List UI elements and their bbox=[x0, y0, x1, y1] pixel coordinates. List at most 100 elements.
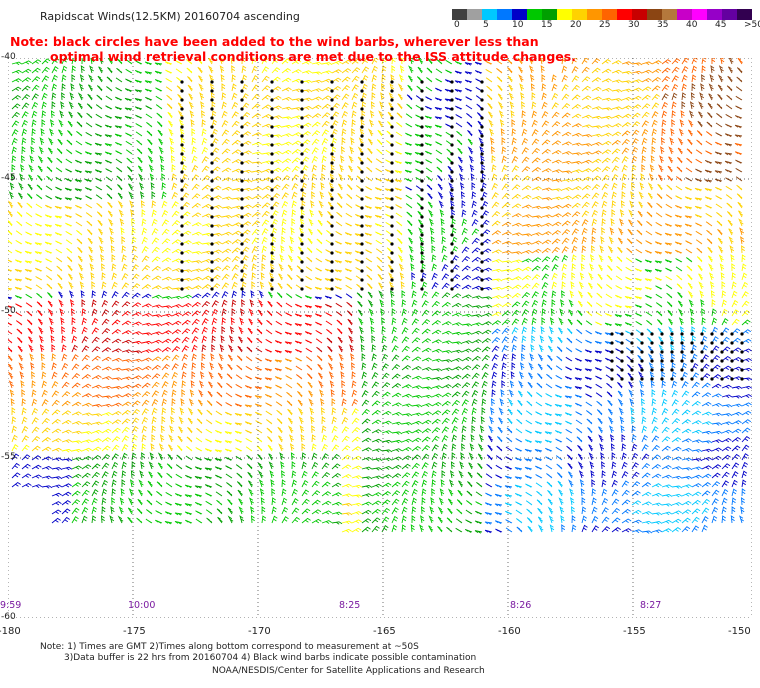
wind-barb bbox=[266, 419, 273, 425]
wind-barb bbox=[331, 146, 337, 155]
wind-barb bbox=[271, 201, 280, 209]
wind-barb bbox=[321, 78, 332, 83]
wind-barb bbox=[401, 299, 407, 308]
wind-barb bbox=[321, 137, 329, 146]
wind-barb bbox=[701, 354, 709, 362]
wind-barb bbox=[121, 418, 131, 425]
wind-barb bbox=[441, 263, 449, 272]
contamination-dot bbox=[300, 215, 304, 219]
wind-barb bbox=[476, 472, 483, 479]
contamination-dot bbox=[240, 179, 244, 183]
wind-barb bbox=[315, 330, 323, 335]
wind-barb bbox=[531, 119, 538, 128]
wind-barb bbox=[508, 389, 514, 398]
wind-barb bbox=[505, 519, 513, 524]
wind-barb bbox=[117, 515, 124, 524]
wind-barb bbox=[368, 308, 374, 317]
wind-barb bbox=[161, 238, 171, 245]
wind-barb bbox=[141, 382, 151, 389]
wind-barb bbox=[51, 418, 61, 425]
wind-barb bbox=[195, 510, 203, 515]
contamination-dot bbox=[640, 332, 644, 336]
wind-barb bbox=[327, 346, 333, 353]
wind-barb bbox=[195, 447, 203, 452]
wind-barb bbox=[281, 116, 293, 120]
wind-barb bbox=[376, 148, 383, 155]
wind-barb bbox=[580, 263, 585, 272]
wind-barb bbox=[627, 228, 633, 236]
wind-barb bbox=[588, 452, 594, 461]
wind-barb bbox=[687, 138, 693, 146]
wind-barb bbox=[456, 130, 463, 137]
wind-barb bbox=[477, 463, 483, 470]
contamination-dot bbox=[360, 179, 364, 183]
contamination-dot bbox=[270, 161, 274, 165]
wind-barb bbox=[414, 160, 423, 164]
wind-barb bbox=[231, 290, 238, 299]
wind-barb bbox=[254, 386, 263, 390]
wind-barb bbox=[76, 230, 83, 236]
wind-barb bbox=[154, 62, 163, 66]
wind-barb bbox=[461, 218, 468, 227]
wind-barb bbox=[301, 165, 309, 173]
wind-barb bbox=[720, 272, 725, 281]
wind-barb bbox=[540, 65, 545, 74]
wind-barb bbox=[371, 492, 382, 497]
wind-barb bbox=[391, 317, 397, 326]
wind-barb bbox=[481, 219, 490, 227]
wind-barb bbox=[665, 203, 673, 209]
wind-barb bbox=[231, 120, 240, 128]
wind-barb bbox=[71, 335, 78, 344]
contamination-dot bbox=[180, 161, 184, 165]
wind-barb bbox=[511, 292, 521, 299]
wind-barb bbox=[708, 93, 714, 101]
wind-barb bbox=[671, 518, 682, 524]
wind-barb bbox=[207, 65, 214, 74]
wind-barb bbox=[151, 246, 160, 254]
wind-barb bbox=[231, 74, 236, 83]
wind-barb bbox=[418, 58, 424, 65]
wind-barb bbox=[705, 221, 713, 227]
wind-barb bbox=[91, 404, 103, 408]
wind-barb bbox=[661, 455, 672, 461]
wind-barb bbox=[728, 236, 734, 245]
wind-barb bbox=[205, 500, 213, 506]
wind-barb bbox=[551, 74, 557, 83]
wind-barb bbox=[31, 417, 39, 425]
wind-barb bbox=[669, 335, 675, 344]
wind-barb bbox=[401, 438, 412, 443]
wind-barb bbox=[241, 83, 248, 92]
wind-barb bbox=[530, 344, 535, 353]
wind-barb bbox=[641, 407, 646, 416]
wind-barb bbox=[639, 380, 644, 389]
wind-barb bbox=[330, 389, 335, 398]
wind-barb bbox=[211, 249, 222, 254]
wind-barb bbox=[416, 76, 423, 83]
wind-barb bbox=[147, 147, 153, 155]
contamination-dot bbox=[210, 215, 214, 219]
wind-barb bbox=[555, 446, 563, 452]
wind-barb bbox=[434, 107, 443, 111]
wind-barb bbox=[708, 263, 714, 272]
wind-barb bbox=[561, 220, 571, 227]
wind-barb bbox=[375, 177, 383, 182]
contamination-dot bbox=[610, 359, 614, 363]
wind-barb bbox=[391, 490, 401, 497]
wind-barb bbox=[174, 502, 183, 507]
wind-barb bbox=[569, 488, 574, 497]
wind-barb bbox=[545, 383, 553, 389]
wind-barb bbox=[121, 301, 131, 308]
wind-barb bbox=[24, 250, 33, 255]
wind-barb bbox=[551, 238, 561, 245]
wind-barb bbox=[647, 192, 653, 200]
wind-barb bbox=[594, 350, 603, 354]
wind-barb bbox=[157, 472, 163, 479]
wind-barb bbox=[531, 147, 540, 155]
contamination-dot bbox=[420, 251, 424, 255]
contamination-dot bbox=[420, 206, 424, 210]
wind-barb bbox=[81, 354, 90, 362]
wind-barb bbox=[580, 488, 585, 497]
wind-barb bbox=[506, 427, 513, 434]
wind-barb bbox=[324, 268, 333, 273]
wind-barb bbox=[441, 443, 448, 452]
